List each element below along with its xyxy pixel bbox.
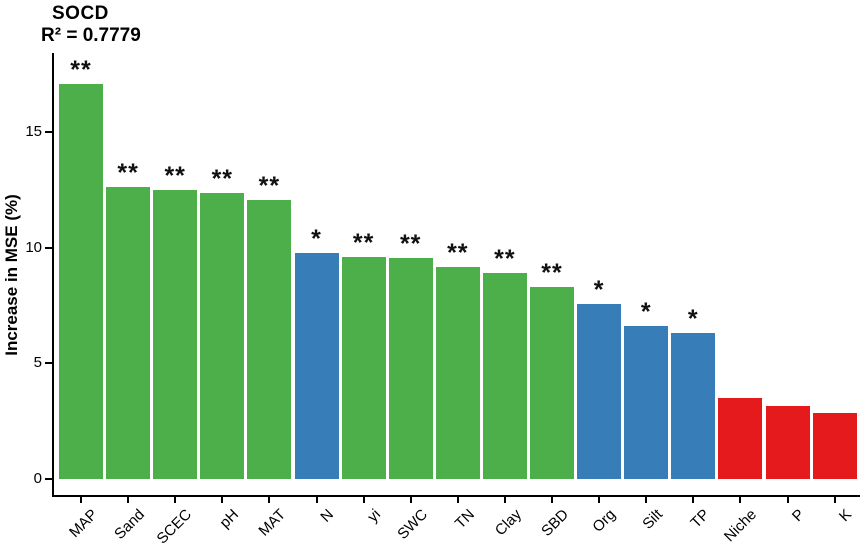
x-axis-tick	[833, 497, 836, 503]
chart-title: SOCD	[52, 3, 109, 24]
x-axis-tick	[739, 497, 742, 503]
title-block: SOCD R² = 0.7779	[41, 3, 141, 47]
bar-TP	[671, 333, 716, 479]
bar-Sand	[106, 187, 151, 479]
significance-marker: *	[311, 225, 322, 254]
x-axis-tick	[362, 497, 365, 503]
y-axis-tick-label: 10	[25, 238, 42, 256]
bar-MAP	[59, 84, 103, 479]
bar-N	[294, 253, 339, 479]
x-axis-tick	[315, 497, 318, 503]
significance-marker: **	[211, 165, 234, 194]
x-axis-tick	[409, 497, 412, 503]
significance-marker: **	[352, 228, 375, 257]
significance-marker: **	[494, 244, 516, 273]
x-axis-tick	[127, 497, 130, 503]
bar-pH	[200, 193, 245, 479]
bar-SBD	[530, 286, 574, 479]
bar-Org	[577, 304, 622, 479]
bar-TN	[435, 267, 480, 479]
significance-marker: *	[687, 305, 699, 334]
x-axis-tick	[503, 497, 506, 503]
y-axis-tick-label: 0	[33, 470, 42, 487]
bar-yi	[341, 256, 386, 479]
y-axis-tick	[45, 246, 52, 249]
significance-marker: **	[447, 239, 469, 268]
x-axis-tick	[692, 497, 695, 503]
bar-K	[812, 413, 857, 479]
x-axis-tick	[786, 497, 789, 503]
y-axis-title: Increase in MSE (%)	[2, 194, 21, 356]
significance-marker: *	[640, 298, 652, 327]
y-axis-tick-label: 5	[33, 354, 42, 372]
bar-Silt	[624, 326, 669, 479]
x-axis-tick	[551, 497, 553, 503]
x-axis-tick	[645, 497, 648, 503]
plot-area: ** ** ** ** ** * ** ** ** ** ** * * *	[52, 53, 860, 497]
significance-marker: **	[70, 56, 92, 85]
chart-subtitle: R² = 0.7779	[41, 25, 141, 46]
x-axis-tick	[598, 497, 601, 503]
bar-Clay	[482, 272, 527, 479]
bar-P	[765, 406, 810, 479]
x-axis-tick	[268, 497, 271, 503]
x-axis-tick	[174, 497, 177, 503]
significance-marker: **	[164, 161, 186, 190]
bar-Niche	[718, 397, 763, 479]
significance-marker: **	[258, 172, 281, 201]
y-axis-tick	[45, 478, 52, 480]
y-axis-tick	[45, 362, 52, 365]
y-axis-tick	[45, 130, 52, 133]
y-axis-tick-label: 15	[25, 122, 42, 140]
significance-marker: **	[117, 159, 139, 188]
x-axis-tick	[80, 497, 82, 503]
significance-marker: **	[541, 258, 563, 287]
bar-SWC	[388, 257, 433, 479]
x-axis-tick	[456, 497, 459, 503]
bar-SCEC	[153, 189, 198, 479]
significance-marker: *	[593, 276, 605, 305]
significance-marker: **	[399, 229, 422, 258]
x-axis-tick	[221, 497, 224, 503]
bar-MAT	[247, 200, 292, 479]
